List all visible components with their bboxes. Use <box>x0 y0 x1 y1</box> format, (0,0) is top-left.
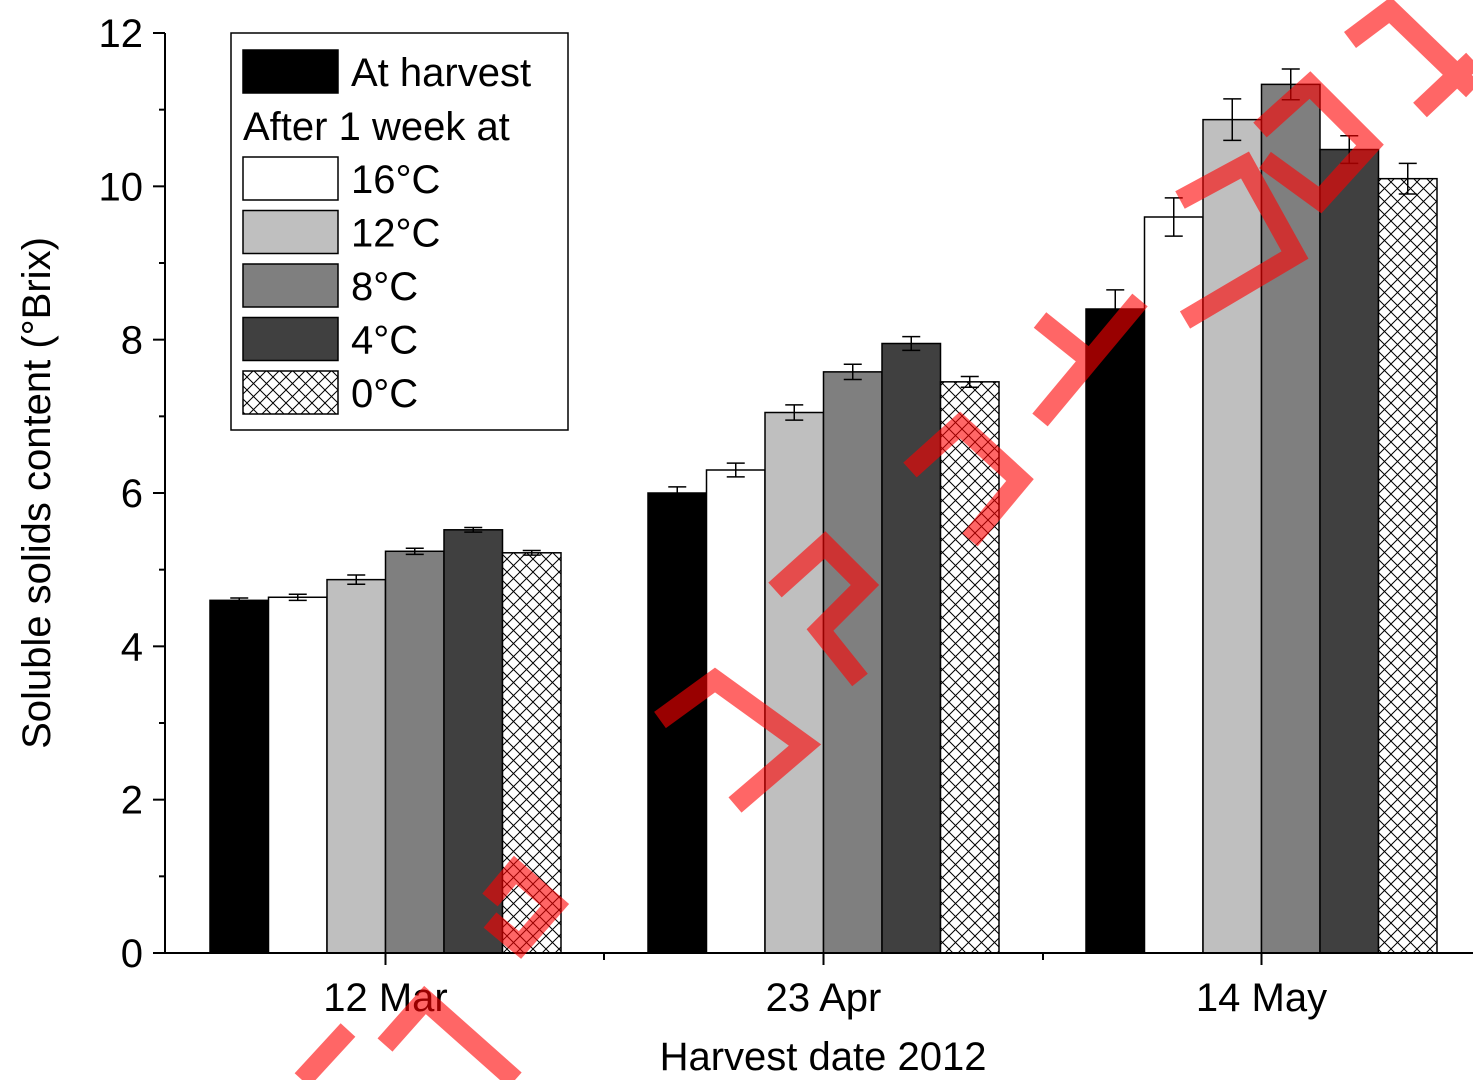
watermark-glyph <box>482 855 570 959</box>
bar <box>881 342 942 954</box>
bar <box>1377 177 1438 954</box>
bars-group <box>209 83 1438 954</box>
y-tick-label: 2 <box>121 779 143 823</box>
y-axis-ticks: 0 2 4 6 8 10 12 <box>99 12 165 976</box>
bar <box>1143 216 1204 954</box>
bar <box>267 596 328 954</box>
legend-swatch <box>242 209 339 255</box>
legend-label: 12°C <box>351 212 440 256</box>
legend: At harvest After 1 week at 16°C 12°C 8°C 4°C 0… <box>230 32 569 431</box>
bar <box>384 550 445 954</box>
x-tick-label: 23 Apr <box>766 976 882 1020</box>
bar <box>647 492 708 954</box>
y-tick-label: 6 <box>121 472 143 516</box>
legend-label: 4°C <box>351 319 418 363</box>
legend-swatch <box>242 156 339 201</box>
x-tick-label: 14 May <box>1196 976 1327 1020</box>
y-tick-label: 10 <box>99 165 144 209</box>
bar <box>1319 148 1380 954</box>
legend-swatch <box>242 370 339 415</box>
legend-subheading: After 1 week at <box>243 105 510 149</box>
bar <box>1202 118 1263 954</box>
watermark-glyph <box>294 1023 356 1080</box>
bar <box>939 381 1000 954</box>
legend-label: 8°C <box>351 265 418 309</box>
y-tick-label: 12 <box>99 12 144 56</box>
legend-label: At harvest <box>351 51 531 95</box>
bar <box>1085 308 1146 954</box>
watermark-glyph <box>1253 71 1384 214</box>
y-tick-label: 4 <box>121 625 143 669</box>
watermark-glyph <box>377 985 522 1080</box>
legend-swatch <box>242 49 339 94</box>
legend-swatch <box>242 263 339 308</box>
watermark-glyph <box>903 411 1034 547</box>
legend-swatch <box>242 316 339 362</box>
watermark-glyph <box>768 531 880 687</box>
x-axis-label: Harvest date 2012 <box>660 1035 987 1079</box>
legend-label: 0°C <box>351 372 418 416</box>
watermark-glyph <box>1032 293 1148 427</box>
bar <box>764 411 825 954</box>
watermark-glyph <box>654 667 822 813</box>
x-axis-ticks: 12 Mar 23 Apr 14 May <box>323 953 1327 1020</box>
legend-label: 16°C <box>351 158 440 202</box>
y-tick-label: 8 <box>121 319 143 363</box>
watermark-glyph <box>1175 151 1309 329</box>
watermark-glyph <box>1344 0 1473 118</box>
y-tick-label: 0 <box>121 932 143 976</box>
y-axis-label: Soluble solids content (°Brix) <box>15 237 59 749</box>
watermark <box>294 0 1473 1080</box>
bar <box>326 578 387 954</box>
bar <box>209 599 270 954</box>
